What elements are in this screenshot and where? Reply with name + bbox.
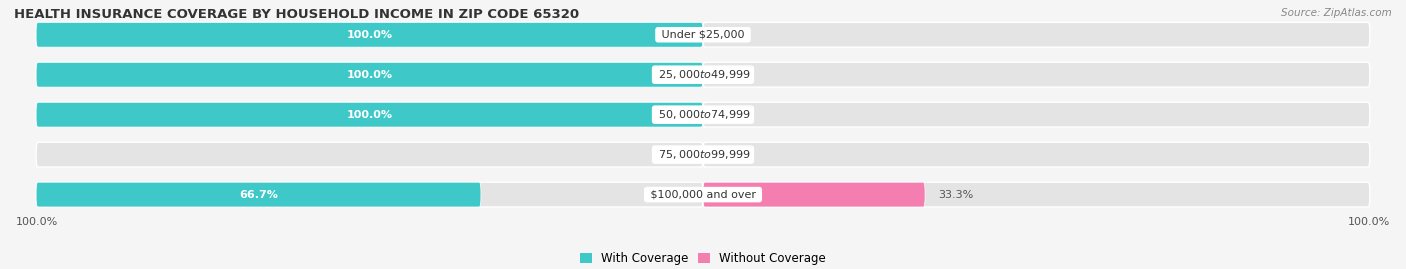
FancyBboxPatch shape <box>37 142 703 167</box>
Legend: With Coverage, Without Coverage: With Coverage, Without Coverage <box>575 247 831 269</box>
Text: 100.0%: 100.0% <box>346 30 392 40</box>
FancyBboxPatch shape <box>703 182 1369 207</box>
FancyBboxPatch shape <box>703 22 1369 47</box>
Text: 100.0%: 100.0% <box>346 110 392 120</box>
Text: HEALTH INSURANCE COVERAGE BY HOUSEHOLD INCOME IN ZIP CODE 65320: HEALTH INSURANCE COVERAGE BY HOUSEHOLD I… <box>14 8 579 21</box>
Text: $25,000 to $49,999: $25,000 to $49,999 <box>655 68 751 81</box>
Text: 0.0%: 0.0% <box>716 30 745 40</box>
Text: 0.0%: 0.0% <box>716 150 745 160</box>
Text: 0.0%: 0.0% <box>716 70 745 80</box>
FancyBboxPatch shape <box>37 182 703 207</box>
Text: Under $25,000: Under $25,000 <box>658 30 748 40</box>
Text: 0.0%: 0.0% <box>661 150 690 160</box>
FancyBboxPatch shape <box>37 22 703 47</box>
FancyBboxPatch shape <box>37 22 703 47</box>
Text: 100.0%: 100.0% <box>1347 217 1391 227</box>
FancyBboxPatch shape <box>37 62 703 87</box>
Text: Source: ZipAtlas.com: Source: ZipAtlas.com <box>1281 8 1392 18</box>
FancyBboxPatch shape <box>703 102 1369 127</box>
Text: 100.0%: 100.0% <box>346 70 392 80</box>
Text: $100,000 and over: $100,000 and over <box>647 190 759 200</box>
Text: 66.7%: 66.7% <box>239 190 278 200</box>
Text: $50,000 to $74,999: $50,000 to $74,999 <box>655 108 751 121</box>
FancyBboxPatch shape <box>703 182 925 207</box>
Text: 100.0%: 100.0% <box>15 217 59 227</box>
FancyBboxPatch shape <box>703 62 1369 87</box>
FancyBboxPatch shape <box>37 182 481 207</box>
FancyBboxPatch shape <box>37 102 703 127</box>
FancyBboxPatch shape <box>37 62 703 87</box>
Text: 0.0%: 0.0% <box>716 110 745 120</box>
Text: $75,000 to $99,999: $75,000 to $99,999 <box>655 148 751 161</box>
Text: 33.3%: 33.3% <box>938 190 974 200</box>
FancyBboxPatch shape <box>37 102 703 127</box>
FancyBboxPatch shape <box>703 142 1369 167</box>
